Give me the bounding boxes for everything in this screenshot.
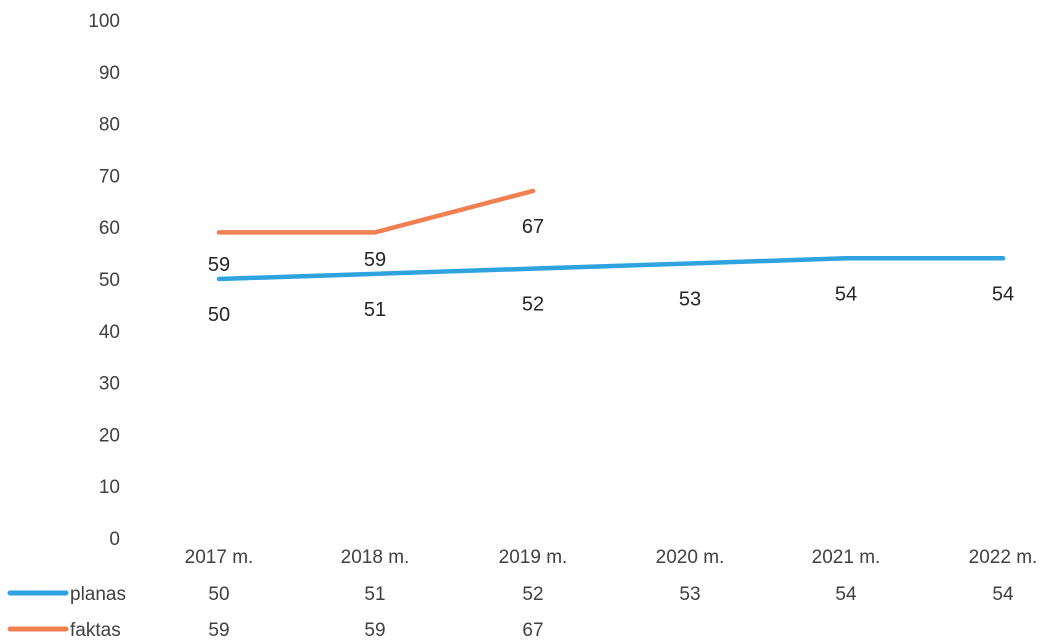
table-cell-faktas: 67 xyxy=(522,620,543,641)
data-label-planas: 50 xyxy=(208,304,230,326)
y-tick-label: 40 xyxy=(99,322,120,343)
table-cell-planas: 51 xyxy=(364,584,385,605)
x-category-label: 2020 m. xyxy=(656,547,725,568)
series-line-faktas xyxy=(216,188,536,235)
data-label-faktas: 59 xyxy=(208,254,230,276)
table-cell-planas: 54 xyxy=(835,584,857,605)
y-tick-label: 60 xyxy=(99,218,120,239)
table-cell-planas: 50 xyxy=(208,584,229,605)
data-label-planas: 51 xyxy=(364,299,386,321)
data-table: planas 50 51 52 53 54 54 faktas 59 59 67 xyxy=(7,584,1014,641)
x-category-label: 2021 m. xyxy=(812,547,881,568)
x-category-label: 2017 m. xyxy=(185,547,254,568)
data-label-faktas: 67 xyxy=(522,216,544,238)
table-cell-faktas: 59 xyxy=(208,620,229,641)
y-tick-label: 90 xyxy=(99,63,120,84)
x-category-label: 2022 m. xyxy=(969,547,1038,568)
y-tick-label: 20 xyxy=(99,425,120,446)
data-label-planas: 54 xyxy=(992,283,1014,305)
legend-label-planas: planas xyxy=(70,584,126,605)
y-axis-ticks: 0 10 20 30 40 50 60 70 80 90 100 xyxy=(88,11,120,550)
y-tick-label: 80 xyxy=(99,115,120,136)
series-lines xyxy=(216,188,1006,282)
y-tick-label: 100 xyxy=(88,11,120,32)
data-label-planas: 52 xyxy=(522,294,544,316)
x-category-label: 2019 m. xyxy=(499,547,568,568)
y-tick-label: 30 xyxy=(99,374,120,395)
table-cell-planas: 52 xyxy=(522,584,543,605)
y-tick-label: 10 xyxy=(99,477,120,498)
data-label-faktas: 59 xyxy=(364,249,386,271)
table-cell-planas: 54 xyxy=(992,584,1014,605)
table-cell-planas: 53 xyxy=(679,584,700,605)
table-cell-faktas: 59 xyxy=(364,620,385,641)
x-category-label: 2018 m. xyxy=(341,547,410,568)
data-labels: 50 51 52 53 54 54 59 59 67 xyxy=(208,216,1014,326)
legend-label-faktas: faktas xyxy=(70,620,121,641)
y-tick-label: 0 xyxy=(109,529,120,550)
data-label-planas: 53 xyxy=(679,288,701,310)
y-tick-label: 70 xyxy=(99,166,120,187)
y-tick-label: 50 xyxy=(99,270,120,291)
data-label-planas: 54 xyxy=(835,283,857,305)
x-axis-categories: 2017 m. 2018 m. 2019 m. 2020 m. 2021 m. 2022 … xyxy=(185,547,1038,568)
series-line-planas xyxy=(216,256,1006,282)
